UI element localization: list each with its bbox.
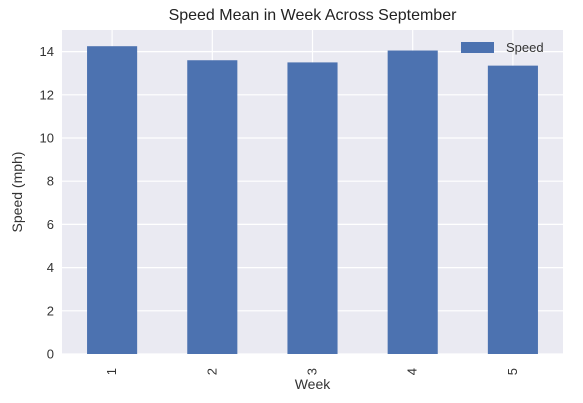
y-tick-label: 12 [40,87,54,102]
y-tick-label: 0 [47,347,54,362]
legend: Speed [461,40,544,55]
y-tick-label: 8 [47,174,54,189]
x-axis-ticks: 1 2 3 4 5 [104,368,520,375]
bar-week-5 [487,65,538,354]
bars [87,46,538,355]
legend-swatch [461,42,494,53]
bar-week-2 [187,60,238,355]
x-axis-title: Week [295,376,332,392]
x-tick-label: 5 [505,368,520,375]
y-tick-label: 6 [47,217,54,232]
y-tick-label: 4 [47,260,54,275]
x-tick-label: 2 [204,368,219,375]
chart-title: Speed Mean in Week Across September [169,7,458,24]
y-axis-title: Speed (mph) [9,152,25,233]
y-tick-label: 14 [40,44,54,59]
legend-label: Speed [506,40,544,55]
y-axis-ticks: 0 2 4 6 8 10 12 14 [40,44,54,361]
y-tick-label: 2 [47,303,54,318]
x-tick-label: 4 [405,368,420,375]
x-tick-label: 1 [104,368,119,375]
x-tick-label: 3 [305,368,320,375]
bar-week-4 [387,50,438,355]
y-tick-label: 10 [40,131,54,146]
bar-week-3 [287,62,338,355]
bar-week-1 [87,46,138,354]
